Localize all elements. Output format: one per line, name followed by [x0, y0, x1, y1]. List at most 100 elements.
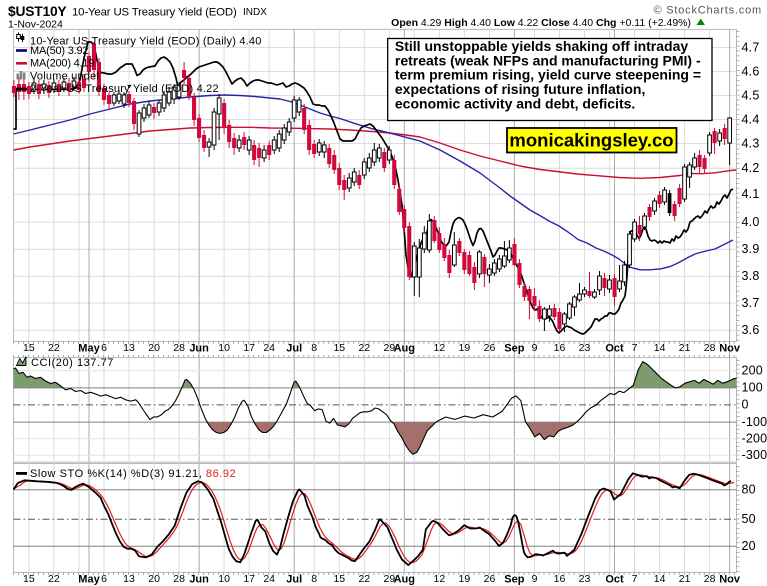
svg-text:15: 15 [23, 342, 35, 354]
svg-text:Jun: Jun [189, 574, 209, 586]
svg-text:7: 7 [632, 342, 638, 354]
svg-text:4.1: 4.1 [742, 187, 760, 201]
svg-text:15: 15 [333, 573, 345, 585]
svg-text:200: 200 [742, 364, 763, 378]
svg-text:Nov: Nov [719, 343, 741, 355]
svg-text:22: 22 [358, 573, 370, 585]
svg-text:monicakingsley.co: monicakingsley.co [509, 130, 673, 151]
svg-text:May: May [78, 343, 100, 355]
svg-text:Open 4.29 High 4.40 Low 4.22 C: Open 4.29 High 4.40 Low 4.22 Close 4.40 … [391, 17, 691, 29]
svg-text:2-Year US Treasury Yield (EOD): 2-Year US Treasury Yield (EOD) 4.22 [30, 83, 219, 95]
svg-text:29: 29 [384, 573, 396, 585]
svg-text:16: 16 [554, 342, 566, 354]
svg-text:$UST10Y: $UST10Y [8, 4, 66, 19]
svg-text:28: 28 [173, 573, 185, 585]
svg-text:retreats (weak NFPs and manufa: retreats (weak NFPs and manufacturing PM… [395, 52, 701, 68]
svg-text:Jul: Jul [286, 343, 302, 355]
svg-text:4.2: 4.2 [742, 161, 760, 175]
svg-text:19: 19 [459, 342, 471, 354]
svg-text:17: 17 [243, 573, 255, 585]
svg-text:3.8: 3.8 [742, 269, 760, 283]
svg-text:15: 15 [333, 342, 345, 354]
svg-text:13: 13 [123, 573, 135, 585]
svg-text:6: 6 [101, 573, 107, 585]
svg-text:22: 22 [48, 573, 60, 585]
svg-text:CCI(20) 137.77: CCI(20) 137.77 [31, 357, 114, 369]
svg-text:4.5: 4.5 [742, 88, 760, 102]
svg-text:21: 21 [679, 342, 691, 354]
svg-text:22: 22 [48, 342, 60, 354]
svg-text:20: 20 [148, 342, 160, 354]
svg-text:MA(200) 4.19: MA(200) 4.19 [30, 58, 94, 70]
svg-text:17: 17 [243, 342, 255, 354]
svg-text:24: 24 [263, 573, 275, 585]
svg-text:Nov: Nov [719, 574, 741, 586]
svg-text:Jun: Jun [189, 343, 209, 355]
svg-text:14: 14 [654, 573, 666, 585]
svg-text:6: 6 [101, 342, 107, 354]
svg-text:economic activity and debt, de: economic activity and debt, deficits. [395, 95, 635, 111]
svg-text:Still unstoppable yields shaki: Still unstoppable yields shaking off int… [395, 38, 688, 54]
svg-text:Jul: Jul [286, 574, 302, 586]
svg-text:14: 14 [654, 342, 666, 354]
svg-text:9: 9 [532, 573, 538, 585]
svg-text:-100: -100 [742, 415, 767, 429]
svg-text:3.6: 3.6 [742, 323, 760, 337]
svg-text:Oct: Oct [605, 574, 624, 586]
svg-text:10: 10 [218, 573, 230, 585]
svg-text:Slow STO %K(14) %D(3) 91.21, 8: Slow STO %K(14) %D(3) 91.21, 86.92 [30, 468, 236, 480]
svg-text:4.6: 4.6 [742, 64, 760, 78]
svg-text:28: 28 [704, 342, 716, 354]
svg-text:7: 7 [632, 573, 638, 585]
svg-text:50: 50 [742, 512, 756, 526]
svg-text:10: 10 [218, 342, 230, 354]
svg-text:8: 8 [311, 342, 317, 354]
svg-text:24: 24 [263, 342, 275, 354]
svg-text:12: 12 [434, 573, 446, 585]
svg-text:13: 13 [123, 342, 135, 354]
svg-text:© StockCharts.com: © StockCharts.com [653, 5, 762, 17]
svg-text:9: 9 [532, 342, 538, 354]
svg-text:-200: -200 [742, 432, 767, 446]
svg-text:8: 8 [311, 573, 317, 585]
svg-text:12: 12 [434, 342, 446, 354]
svg-text:15: 15 [23, 573, 35, 585]
svg-text:28: 28 [704, 573, 716, 585]
svg-text:INDX: INDX [243, 7, 267, 18]
svg-text:20: 20 [742, 539, 756, 553]
svg-text:expectations of rising future: expectations of rising future inflation, [395, 81, 645, 97]
svg-text:4.7: 4.7 [742, 40, 760, 54]
svg-text:May: May [78, 574, 100, 586]
svg-text:29: 29 [384, 342, 396, 354]
svg-text:term premium rising, yield cur: term premium rising, yield curve steepen… [395, 67, 701, 83]
svg-text:21: 21 [679, 573, 691, 585]
svg-text:19: 19 [459, 573, 471, 585]
svg-text:Aug: Aug [394, 343, 415, 355]
svg-text:Oct: Oct [605, 343, 624, 355]
svg-text:MA(50) 3.92: MA(50) 3.92 [30, 45, 88, 57]
svg-text:Volume undef: Volume undef [30, 70, 100, 82]
svg-text:0: 0 [742, 398, 749, 412]
svg-text:10-Year US Treasury Yield (EOD: 10-Year US Treasury Yield (EOD) (Daily) … [30, 36, 262, 48]
svg-text:100: 100 [742, 381, 763, 395]
svg-text:22: 22 [358, 342, 370, 354]
svg-text:10-Year US Treasury Yield (EOD: 10-Year US Treasury Yield (EOD) [72, 7, 237, 19]
svg-text:1-Nov-2024: 1-Nov-2024 [8, 19, 63, 31]
svg-text:80: 80 [742, 483, 756, 497]
svg-text:16: 16 [554, 573, 566, 585]
svg-text:Sep: Sep [504, 574, 524, 586]
svg-text:3.9: 3.9 [742, 242, 760, 256]
svg-text:Aug: Aug [394, 574, 415, 586]
svg-text:28: 28 [173, 342, 185, 354]
svg-text:20: 20 [148, 573, 160, 585]
svg-text:23: 23 [579, 342, 591, 354]
svg-text:-300: -300 [742, 448, 767, 462]
svg-text:3.7: 3.7 [742, 296, 760, 310]
svg-text:4.4: 4.4 [742, 112, 760, 126]
svg-text:Sep: Sep [504, 343, 524, 355]
svg-text:26: 26 [484, 573, 496, 585]
svg-text:26: 26 [484, 342, 496, 354]
svg-text:4.3: 4.3 [742, 136, 760, 150]
svg-text:23: 23 [579, 573, 591, 585]
svg-text:4.0: 4.0 [742, 215, 760, 229]
